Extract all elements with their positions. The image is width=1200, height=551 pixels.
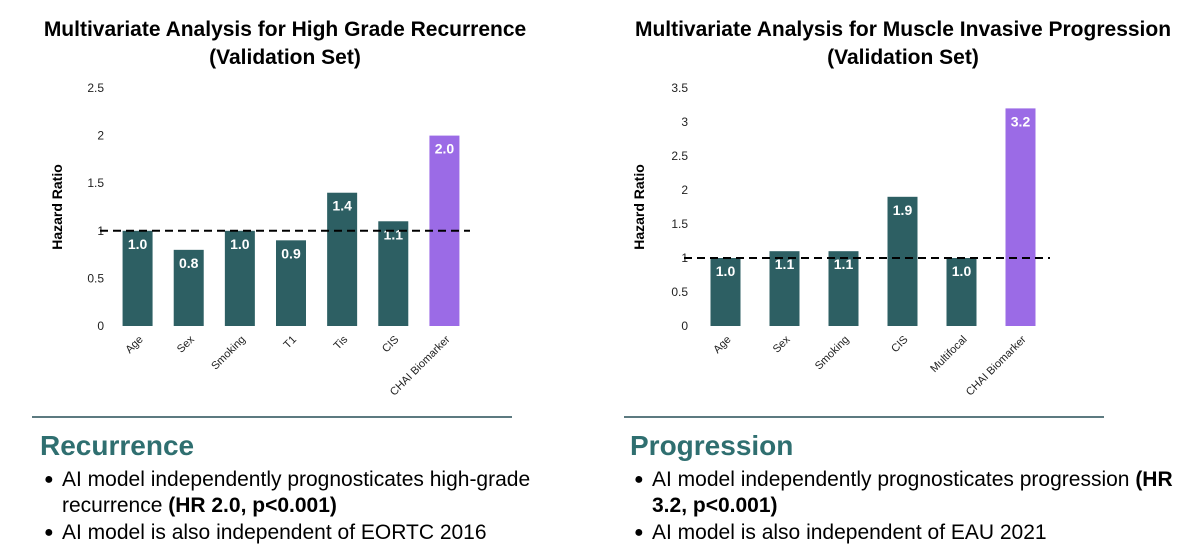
section-divider (624, 416, 1104, 418)
y-tick-label: 2.5 (671, 149, 688, 163)
chart-title-line-2: (Validation Set) (827, 46, 979, 69)
bar (887, 196, 918, 326)
y-tick-label: 2.5 (87, 81, 104, 95)
bar-value-label: 3.2 (1011, 113, 1031, 129)
section-heading: Progression (630, 430, 794, 461)
x-category-label: CIS (380, 334, 401, 355)
x-category-label: Sex (771, 333, 793, 355)
x-category-label: Age (123, 334, 145, 356)
x-category-label: Sex (175, 333, 197, 355)
bar-value-label: 1.4 (332, 198, 352, 214)
bar-value-label: 1.1 (834, 256, 854, 272)
bullet-dot: ● (44, 471, 54, 488)
bullet-item: ● AI model is also independent of EORTC 2… (44, 520, 584, 546)
bar (378, 221, 409, 326)
y-tick-label: 1.5 (671, 217, 688, 231)
bar (224, 230, 255, 326)
bar-value-label: 1.0 (128, 236, 148, 252)
progression-panel: Multivariate Analysis for Muscle Invasiv… (600, 0, 1200, 551)
bullet-list: ● AI model independently prognosticates p… (634, 467, 1174, 547)
bullet-text: AI model independently prognosticates hi… (62, 468, 531, 517)
bullet-hr-bold: (HR 2.0, p<0.001) (168, 494, 337, 517)
bar-value-label: 2.0 (435, 141, 455, 157)
bar (122, 230, 153, 326)
x-category-label: Multifocal (928, 334, 969, 375)
y-axis-label: Hazard Ratio (49, 164, 65, 250)
section-divider (32, 416, 512, 418)
y-axis-label: Hazard Ratio (631, 164, 647, 250)
y-tick-label: 3 (681, 115, 688, 129)
bar-value-label: 1.1 (775, 256, 795, 272)
bar-value-label: 1.9 (893, 202, 913, 218)
bullet-text: AI model independently prognosticates pr… (652, 468, 1136, 491)
y-tick-label: 2 (97, 129, 104, 143)
bar-value-label: 1.0 (230, 236, 250, 252)
bar (173, 249, 204, 326)
recurrence-panel: Multivariate Analysis for High Grade Rec… (0, 16, 584, 547)
section-heading: Recurrence (40, 430, 195, 461)
y-tick-label: 0 (681, 319, 688, 333)
chart-title: Multivariate Analysis for High Grade Rec… (0, 16, 570, 72)
x-category-label: Smoking (813, 334, 852, 373)
bullet-text: AI model is also independent of EAU 2021 (652, 521, 1047, 544)
bar-value-label: 0.8 (179, 255, 199, 271)
bar (276, 240, 306, 326)
y-tick-label: 0.5 (87, 271, 104, 285)
bar (710, 258, 741, 326)
bar (1005, 108, 1036, 327)
bullet-item: ● AI model is also independent of EAU 202… (634, 520, 1174, 546)
bar-value-label: 1.0 (952, 263, 972, 279)
y-tick-label: 1.5 (87, 176, 104, 190)
bar (769, 251, 800, 326)
y-tick-label: 2 (681, 183, 688, 197)
chart-title-line-1: Multivariate Analysis for High Grade Rec… (43, 18, 527, 41)
bar-value-label: 1.1 (384, 226, 404, 242)
y-tick-label: 0.5 (671, 285, 688, 299)
bar (828, 251, 859, 326)
bar (946, 258, 977, 326)
bar (327, 192, 358, 326)
x-category-label: Tis (332, 333, 351, 352)
y-tick-label: 0 (97, 319, 104, 333)
bullet-item: ● AI model independently prognosticates p… (634, 467, 1174, 519)
x-category-label: T1 (282, 334, 300, 352)
bullet-dot: ● (44, 524, 54, 541)
bar-value-label: 1.0 (716, 263, 736, 279)
bar-value-label: 0.9 (281, 245, 301, 261)
x-category-label: CHAI Biomarker (964, 333, 1029, 398)
x-category-label: Age (711, 334, 733, 356)
bullet-item: ● AI model independently prognosticates h… (44, 467, 584, 519)
bullet-text: AI model is also independent of EORTC 20… (62, 521, 487, 544)
bullet-hr-bold: (HR 3.2, p<0.001) (652, 468, 1173, 517)
bullet-dot: ● (634, 524, 644, 541)
x-category-label: CIS (889, 334, 910, 355)
bullet-list: ● AI model independently prognosticates h… (44, 467, 584, 547)
bullet-dot: ● (634, 471, 644, 488)
x-category-label: Smoking (209, 334, 248, 373)
chart-title: Multivariate Analysis for Muscle Invasiv… (608, 16, 1198, 72)
chart-title-line-2: (Validation Set) (209, 46, 361, 69)
chart-title-line-1: Multivariate Analysis for Muscle Invasiv… (634, 18, 1172, 41)
y-tick-label: 3.5 (671, 81, 688, 95)
